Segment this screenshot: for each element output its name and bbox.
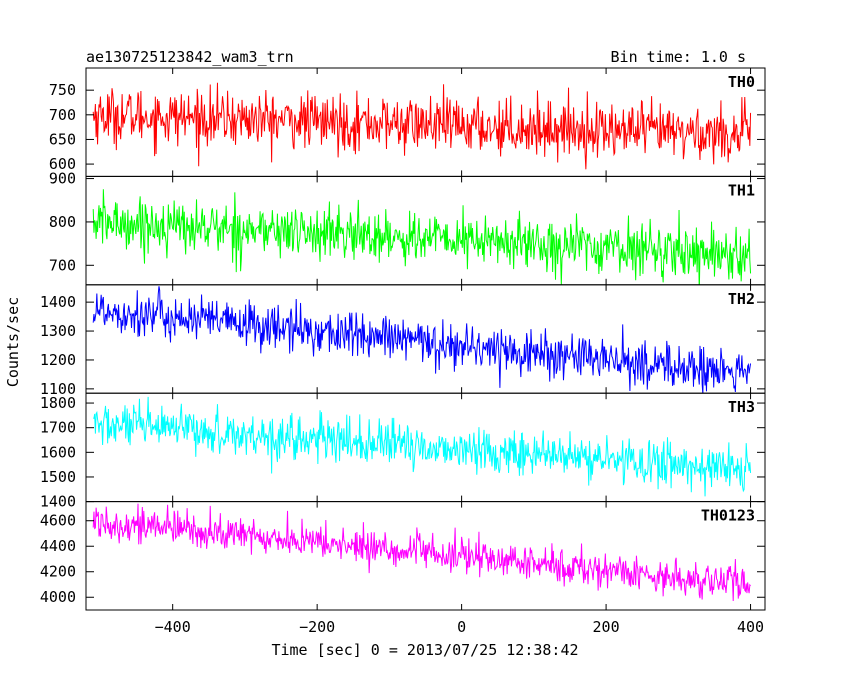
y-tick-label: 1800	[40, 394, 76, 412]
y-tick-label: 4400	[40, 537, 76, 555]
panel-label: TH3	[728, 398, 755, 416]
panel-th2: 1100 1200 1300 1400 TH2	[40, 284, 766, 398]
bin-time-label: Bin time: 1.0 s	[611, 48, 746, 66]
y-tick-label: 4200	[40, 563, 76, 581]
y-tick-label: 800	[49, 213, 76, 231]
series-line-th2	[92, 286, 752, 394]
y-tick-label: 1400	[40, 293, 76, 311]
y-tick-label: 650	[49, 130, 76, 148]
y-tick-label: 1600	[40, 443, 76, 461]
panel-label: TH1	[728, 181, 755, 199]
y-tick-label: 4000	[40, 588, 76, 606]
panel-label: TH0	[728, 73, 755, 91]
panel-label: TH2	[728, 290, 755, 308]
x-tick-label: 400	[737, 618, 764, 636]
x-tick-label: 200	[593, 618, 620, 636]
x-axis-label: Time [sec] 0 = 2013/07/25 12:38:42	[271, 641, 578, 659]
chart-title: ae130725123842_wam3_trn	[86, 48, 294, 66]
series-line-th0	[92, 82, 752, 170]
series-line-th3	[93, 396, 752, 497]
panel-th1: 700 800 900 TH1	[49, 170, 766, 286]
panel-label: TH0123	[701, 507, 755, 525]
y-tick-label: 1300	[40, 322, 76, 340]
series-line-th1	[92, 189, 752, 285]
x-tick-label: 0	[457, 618, 466, 636]
y-tick-label: 1500	[40, 468, 76, 486]
series-line-th0123	[92, 503, 751, 601]
panel-th0: 600 650 700 750 TH0	[49, 67, 766, 177]
y-axis-label: Counts/sec	[4, 297, 22, 387]
y-tick-label: 4600	[40, 512, 76, 530]
x-tick-label: −400	[155, 618, 191, 636]
y-tick-label: 900	[49, 170, 76, 188]
panel-th3: 1400 1500 1600 1700 1800 TH3	[40, 392, 766, 511]
y-tick-label: 1700	[40, 419, 76, 437]
y-tick-label: 1400	[40, 493, 76, 511]
panel-th0123: 4000 4200 4400 4600 TH0123	[40, 501, 766, 611]
y-tick-label: 600	[49, 155, 76, 173]
y-tick-label: 1100	[40, 380, 76, 398]
panel-frame	[85, 501, 766, 611]
y-tick-label: 700	[49, 256, 76, 274]
y-tick-label: 700	[49, 106, 76, 124]
y-tick-label: 750	[49, 81, 76, 99]
x-tick-label: −200	[299, 618, 335, 636]
y-tick-label: 1200	[40, 351, 76, 369]
